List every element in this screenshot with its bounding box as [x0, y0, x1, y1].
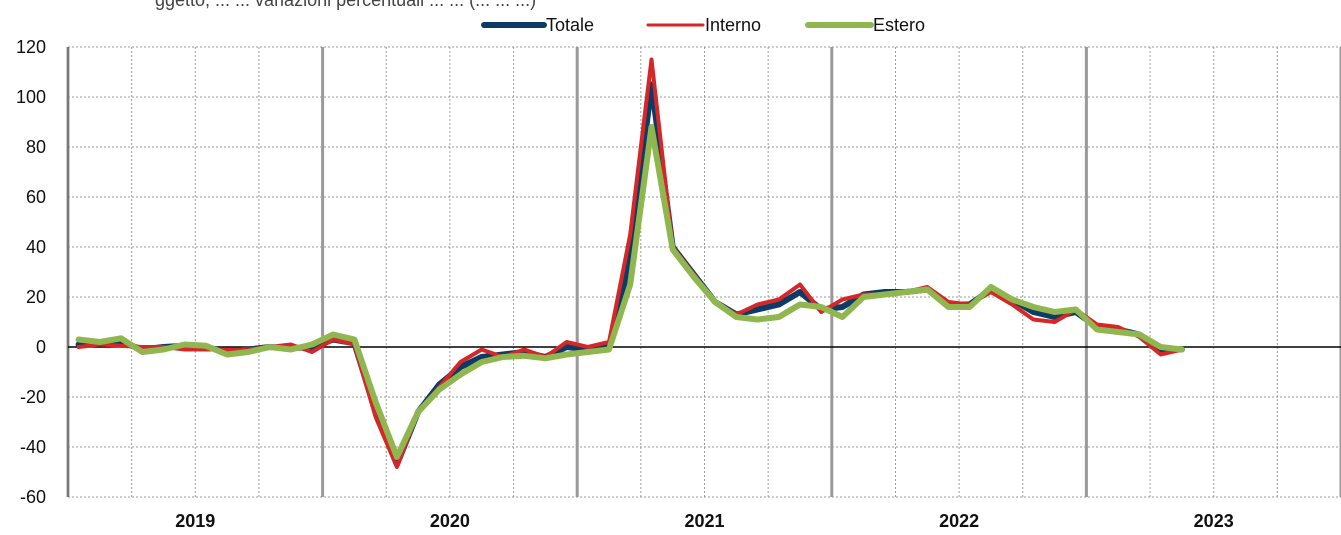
- x-year-label: 2019: [175, 511, 215, 531]
- y-tick-label: 60: [26, 187, 46, 207]
- series-lines: [75, 57, 1185, 469]
- y-tick-label: -40: [20, 437, 46, 457]
- y-tick-label: 40: [26, 237, 46, 257]
- legend: Totale Interno Estero: [481, 15, 925, 35]
- x-year-label: 2022: [939, 511, 979, 531]
- legend-label-totale: Totale: [546, 15, 594, 35]
- legend-label-estero: Estero: [873, 15, 925, 35]
- y-tick-label: 100: [16, 87, 46, 107]
- x-axis-year-labels: 2019 2020 2021 2022 2023: [175, 511, 1233, 531]
- x-year-label: 2021: [684, 511, 724, 531]
- y-tick-label: 0: [36, 337, 46, 357]
- x-year-label: 2020: [430, 511, 470, 531]
- y-tick-label: 80: [26, 137, 46, 157]
- x-year-label: 2023: [1194, 511, 1234, 531]
- series-line-estero: [75, 124, 1185, 460]
- legend-label-interno: Interno: [705, 15, 761, 35]
- y-tick-label: 120: [16, 37, 46, 57]
- y-tick-label: -60: [20, 487, 46, 507]
- y-tick-label: 20: [26, 287, 46, 307]
- y-tick-label: -20: [20, 387, 46, 407]
- grid: [66, 46, 1341, 498]
- y-axis-ticks: -60 -40 -20 0 20 40 60 80 100 120: [16, 37, 46, 507]
- chart-subtitle: ggetto, ... ... variazioni percentuali .…: [155, 0, 536, 10]
